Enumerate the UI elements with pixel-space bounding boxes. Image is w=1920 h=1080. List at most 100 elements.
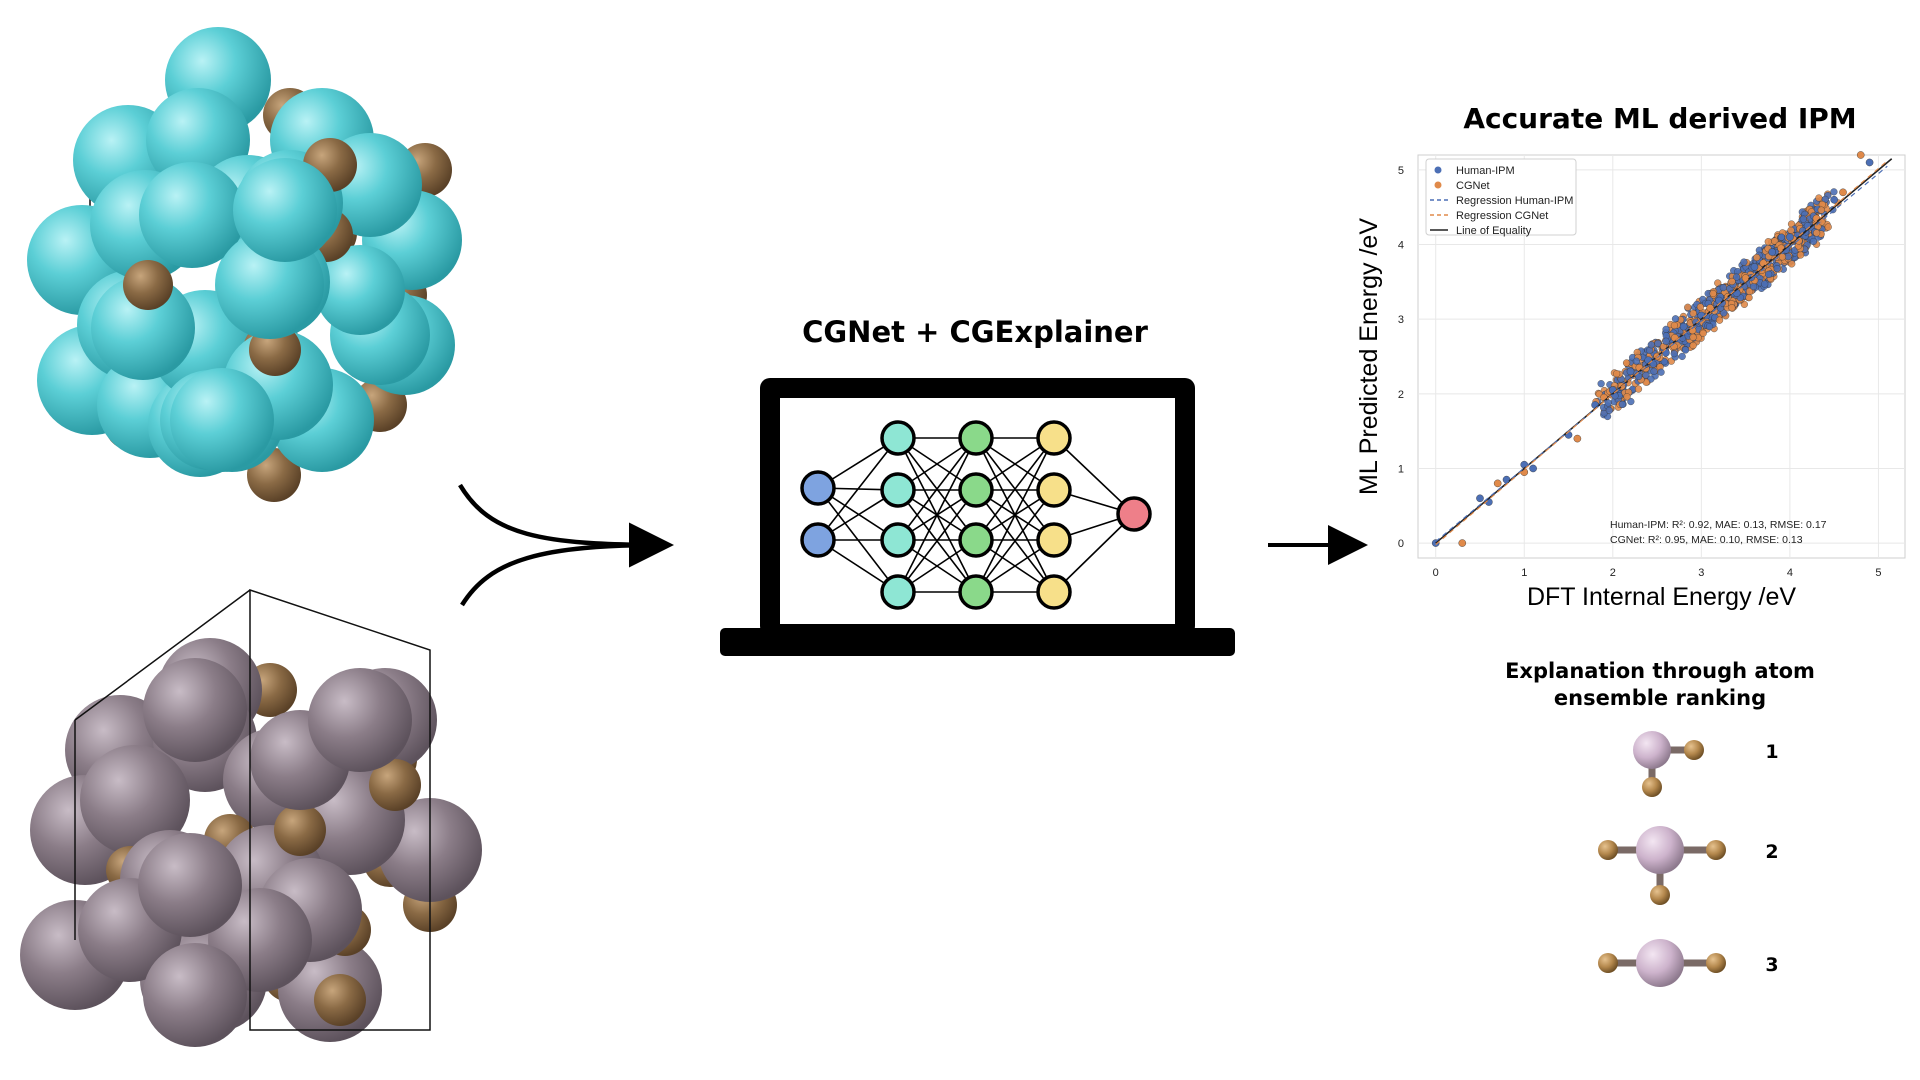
nn-edge — [897, 489, 977, 593]
merge-arrow — [458, 483, 674, 607]
point-human-ipm — [1671, 315, 1680, 323]
nn-edge — [897, 437, 977, 541]
nn-node-layer-3 — [958, 472, 994, 508]
cyan-atom — [91, 276, 195, 380]
nn-node-layer-3 — [958, 522, 994, 558]
y-tick-label: 3 — [1398, 314, 1404, 326]
x-tick-label: 1 — [1521, 567, 1527, 579]
ensemble-rank-2: 2 — [1598, 826, 1779, 905]
point-cgnet — [1689, 341, 1697, 350]
nn-edge — [975, 489, 1055, 593]
point-cgnet — [1696, 303, 1704, 311]
mauve-atom — [138, 833, 242, 937]
point-cgnet — [1778, 253, 1786, 261]
y-axis-label: ML Predicted Energy /eV — [1355, 218, 1383, 495]
plot-title: Accurate ML derived IPM — [1463, 102, 1856, 135]
nn-edge — [975, 437, 1055, 541]
legend-marker-cgnet — [1434, 181, 1442, 189]
nn-edge — [897, 437, 977, 593]
nn-node-layer-2 — [880, 472, 916, 508]
y-tick-label: 5 — [1398, 165, 1404, 177]
point-human-ipm — [1650, 367, 1658, 375]
brown-atom — [274, 804, 326, 856]
point-human-ipm — [1660, 358, 1668, 366]
point-human-ipm — [1647, 341, 1655, 349]
point-cgnet — [1634, 385, 1643, 393]
legend-label: Regression Human-IPM — [1456, 195, 1573, 207]
center-title: CGNet + CGExplainer — [802, 315, 1149, 349]
point-human-ipm — [1529, 464, 1537, 473]
explanation-title-line1: Explanation through atom — [1505, 659, 1815, 683]
unit-cell-lines-bottom — [74, 588, 431, 1031]
y-tick-label: 0 — [1398, 538, 1404, 550]
point-human-ipm — [1768, 248, 1776, 256]
x-tick-label: 4 — [1787, 567, 1793, 579]
nn-node-layer-1 — [800, 522, 836, 558]
nn-node-layer-3 — [958, 574, 994, 610]
mauve-atom — [143, 658, 247, 762]
point-human-ipm — [1627, 397, 1635, 406]
point-cgnet — [1622, 359, 1631, 367]
point-human-ipm — [1830, 188, 1838, 196]
point-human-ipm — [1597, 380, 1605, 388]
ensemble-rank-3: 3 — [1598, 939, 1779, 987]
explanation-title-line2: ensemble ranking — [1554, 686, 1766, 710]
nn-node-layer-4 — [1036, 472, 1072, 508]
point-human-ipm — [1681, 346, 1690, 354]
nn-edge — [817, 437, 899, 541]
regression-human-ipm — [1435, 165, 1888, 543]
point-human-ipm — [1605, 406, 1613, 415]
point-cgnet — [1670, 321, 1679, 330]
nn-node-layer-4 — [1036, 522, 1072, 558]
point-cgnet — [1493, 479, 1502, 488]
legend-label: CGNet — [1456, 180, 1490, 192]
cyan-atom — [139, 162, 245, 268]
point-human-ipm — [1777, 233, 1786, 241]
nn-edge — [1053, 513, 1135, 593]
point-cgnet — [1613, 370, 1621, 378]
mauve-atom — [308, 668, 412, 772]
point-cgnet — [1817, 206, 1825, 214]
point-human-ipm — [1662, 337, 1670, 345]
brown-atom — [123, 260, 173, 310]
nn-node-layer-1 — [800, 470, 836, 506]
stats-cgnet: CGNet: R²: 0.95, MAE: 0.10, RMSE: 0.13 — [1610, 534, 1803, 546]
point-human-ipm — [1632, 357, 1640, 365]
legend-label: Human-IPM — [1456, 165, 1515, 177]
point-human-ipm — [1750, 263, 1759, 271]
point-cgnet — [1728, 277, 1736, 286]
y-tick-label: 1 — [1398, 463, 1404, 475]
nn-node-layer-2 — [880, 522, 916, 558]
plot-ticks: 0 1 2 3 4 5 0 1 2 3 4 5 — [1398, 165, 1882, 579]
point-human-ipm — [1679, 322, 1688, 331]
point-cgnet — [1689, 309, 1697, 317]
legend-box — [1425, 158, 1577, 236]
x-axis-label: DFT Internal Energy /eV — [1527, 583, 1796, 611]
nn-edge — [975, 437, 1055, 593]
point-cgnet — [1745, 294, 1753, 302]
point-cgnet — [1699, 329, 1707, 337]
point-cgnet — [1764, 238, 1772, 246]
point-cgnet — [1684, 303, 1692, 311]
ensemble-rank-1: 1 — [1633, 731, 1779, 797]
point-cgnet — [1856, 151, 1865, 159]
brown-atom — [314, 974, 366, 1026]
plot-legend: Human-IPM CGNet Regression Human-IPM Regres… — [1425, 158, 1577, 237]
stats-human-ipm: Human-IPM: R²: 0.92, MAE: 0.13, RMSE: 0.… — [1610, 519, 1827, 531]
point-human-ipm — [1678, 352, 1686, 361]
nn-node-layer-5 — [1116, 496, 1152, 532]
x-tick-label: 3 — [1698, 567, 1704, 579]
cyan-atom — [233, 158, 337, 262]
point-cgnet — [1573, 434, 1582, 443]
point-cgnet — [1728, 304, 1736, 312]
point-cgnet — [1839, 188, 1847, 197]
point-human-ipm — [1830, 195, 1838, 204]
point-cgnet — [1689, 333, 1697, 341]
point-human-ipm — [1618, 400, 1626, 408]
point-cgnet — [1815, 194, 1823, 202]
point-human-ipm — [1670, 350, 1678, 358]
point-cgnet — [1753, 253, 1761, 262]
nn-edge — [1053, 437, 1135, 515]
nn-node-layer-2 — [880, 574, 916, 610]
point-cgnet — [1824, 223, 1832, 231]
